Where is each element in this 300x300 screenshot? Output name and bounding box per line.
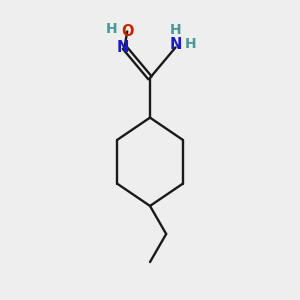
Text: N: N <box>169 37 182 52</box>
Text: N: N <box>117 40 129 55</box>
Text: O: O <box>121 24 134 39</box>
Text: H: H <box>170 23 182 37</box>
Text: H: H <box>185 38 197 52</box>
Text: H: H <box>106 22 118 35</box>
